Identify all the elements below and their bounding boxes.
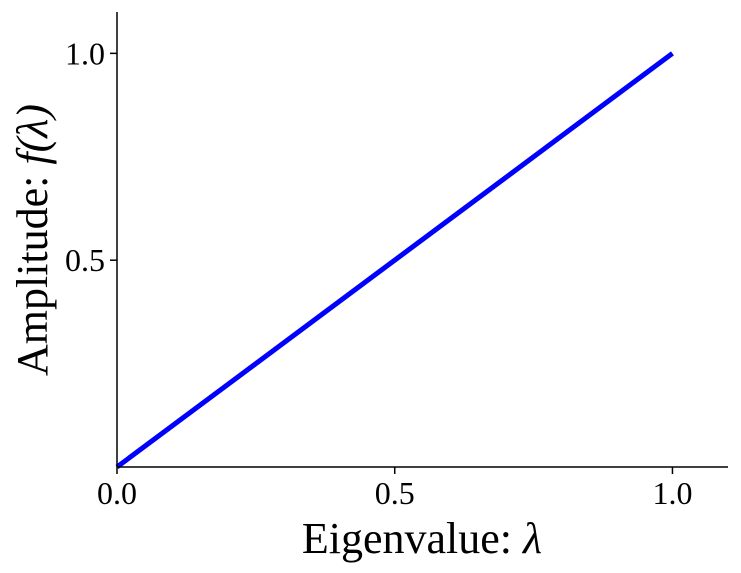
x-axis-ticks: 0.0 0.5 1.0 [97, 467, 692, 511]
x-axis-label: Eigenvalue: λ [302, 514, 542, 563]
y-axis-label-symbol: f(λ) [8, 104, 57, 165]
x-tick-label: 0.0 [97, 475, 137, 511]
x-tick-label: 1.0 [652, 475, 692, 511]
x-tick-label: 0.5 [375, 475, 415, 511]
plot-area [115, 51, 674, 470]
y-axis-label-text: Amplitude: [8, 165, 57, 376]
series-line-0 [115, 51, 674, 470]
x-axis-label-symbol: λ [521, 514, 542, 563]
x-axis-label-text: Eigenvalue: [302, 514, 523, 563]
y-tick-label: 0.5 [65, 242, 105, 278]
y-tick-label: 1.0 [65, 35, 105, 71]
y-axis-label: Amplitude: f(λ) [8, 104, 57, 376]
y-axis-ticks: 0.5 1.0 [65, 35, 117, 278]
